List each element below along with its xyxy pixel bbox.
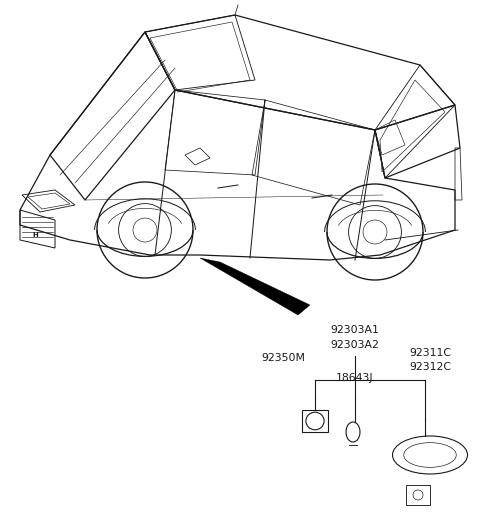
Text: 18643J: 18643J (336, 373, 374, 383)
Text: 92311C: 92311C (409, 348, 451, 358)
Text: 92312C: 92312C (409, 362, 451, 372)
Text: 92303A2: 92303A2 (331, 340, 379, 350)
Text: H: H (32, 232, 38, 238)
Text: 92350M: 92350M (261, 353, 305, 363)
Text: 92303A1: 92303A1 (331, 325, 379, 335)
Polygon shape (200, 258, 310, 315)
